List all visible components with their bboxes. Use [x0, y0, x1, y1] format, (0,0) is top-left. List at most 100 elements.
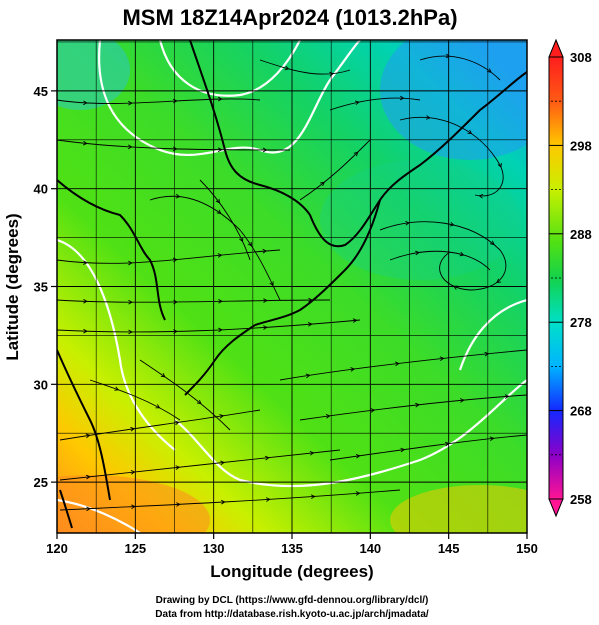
colorbar-tick-label: 308 — [570, 50, 592, 65]
streamline-arrow — [394, 361, 400, 367]
streamline — [199, 179, 251, 261]
streamline — [329, 434, 527, 461]
x-tick-label: 120 — [46, 541, 68, 556]
warm-southwest-region — [57, 475, 210, 533]
streamline-arrow — [220, 460, 225, 466]
streamline-arrow — [262, 248, 268, 254]
streamline-arrow — [355, 453, 361, 459]
plot-area — [57, 40, 527, 533]
streamline-arrow — [217, 96, 223, 102]
contour-line — [98, 40, 361, 156]
streamline-arrow — [489, 240, 495, 246]
streamline-arrow — [128, 100, 133, 106]
colorbar-tick-label: 268 — [570, 404, 592, 419]
streamline-arrow — [370, 408, 376, 413]
y-axis: 25 30 35 40 45 — [34, 84, 57, 490]
streamline-arrow — [239, 237, 244, 243]
streamline-arrow — [83, 100, 88, 106]
colorbar-tick-label: 298 — [570, 138, 592, 153]
streamline-arrow — [352, 318, 358, 323]
wind-streamlines — [57, 53, 527, 512]
streamline-arrow — [83, 298, 88, 304]
streamline — [57, 98, 261, 104]
northwest-cool-region — [57, 40, 130, 110]
x-tick-label: 135 — [281, 541, 303, 556]
streamline-arrow — [269, 281, 274, 287]
x-axis-label: Longitude (degrees) — [210, 562, 373, 581]
y-axis-label: Latitude (degrees) — [3, 213, 22, 360]
contour-line — [458, 298, 527, 371]
streamline — [399, 116, 504, 197]
cold-region — [380, 40, 527, 160]
warm-southeast-region — [390, 485, 527, 533]
coastline-segment — [254, 199, 381, 326]
streamline-arrow — [175, 465, 181, 470]
streamline-arrow — [218, 327, 223, 333]
streamline-arrow — [486, 68, 492, 73]
streamline — [59, 449, 341, 481]
streamline — [419, 55, 501, 81]
contour-line — [158, 40, 301, 97]
x-tick-label: 125 — [124, 541, 146, 556]
streamline-arrow — [175, 193, 181, 199]
streamline-arrow — [130, 469, 136, 475]
streamline-arrow — [478, 193, 484, 199]
streamline — [57, 249, 281, 264]
streamline-arrow — [262, 147, 268, 153]
streamline-arrow — [467, 129, 473, 135]
streamline-arrow — [114, 386, 120, 391]
chart-title: MSM 18Z14Apr2024 (1013.2hPa) — [122, 5, 457, 30]
streamline-arrow — [155, 404, 161, 409]
streamline-arrow — [264, 455, 270, 461]
coastline-segment — [184, 324, 256, 396]
credit-drawing: Drawing by DCL (https://www.gfd-dennou.o… — [156, 595, 429, 606]
streamline-arrow — [83, 260, 88, 265]
y-tick-label: 45 — [34, 84, 48, 99]
streamline-arrow — [415, 250, 420, 256]
streamline — [379, 221, 507, 291]
colorbar-tick-label: 278 — [570, 315, 592, 330]
x-axis: 120 125 130 135 140 145 150 — [46, 533, 538, 556]
streamline-arrow — [449, 222, 455, 227]
streamline-arrow — [439, 356, 445, 362]
streamline-arrow — [263, 325, 268, 330]
colorbar-top-arrow — [548, 38, 564, 58]
colorbar-tick-label: 258 — [570, 492, 592, 507]
streamline-arrow — [400, 447, 406, 453]
streamline-arrow — [216, 209, 222, 215]
streamline-arrow — [265, 497, 271, 502]
streamline-arrow — [176, 502, 181, 507]
streamline-arrow — [174, 420, 180, 426]
streamline-arrow — [263, 298, 268, 303]
colorbar-tick-label: 288 — [570, 227, 592, 242]
streamline-arrow — [82, 140, 88, 146]
streamline — [139, 359, 231, 431]
streamline-arrow — [196, 399, 202, 405]
streamline-arrow — [496, 278, 501, 283]
streamline-arrow — [320, 181, 325, 187]
streamline-arrow — [459, 251, 465, 257]
streamline-arrow — [425, 115, 431, 120]
streamline-arrow — [497, 162, 502, 168]
streamline — [57, 319, 361, 333]
streamline — [299, 394, 527, 421]
streamline — [59, 489, 401, 511]
y-tick-label: 35 — [34, 280, 48, 295]
streamline-arrow — [484, 351, 490, 357]
x-tick-label: 130 — [203, 541, 225, 556]
streamline-arrow — [130, 426, 136, 432]
streamline-arrow — [128, 260, 133, 266]
grid-lines — [57, 40, 527, 533]
streamline-arrow — [353, 151, 359, 157]
streamline-arrow — [217, 253, 223, 258]
streamline-arrow — [160, 373, 166, 378]
streamline-arrow — [218, 299, 223, 304]
streamline-arrow — [127, 144, 133, 150]
streamline — [57, 139, 291, 151]
streamline-arrow — [217, 147, 223, 153]
streamline — [329, 97, 421, 111]
x-tick-label: 145 — [438, 541, 460, 556]
streamline — [299, 139, 371, 201]
streamline — [59, 409, 261, 441]
colorbar-bottom-arrow — [548, 498, 564, 518]
